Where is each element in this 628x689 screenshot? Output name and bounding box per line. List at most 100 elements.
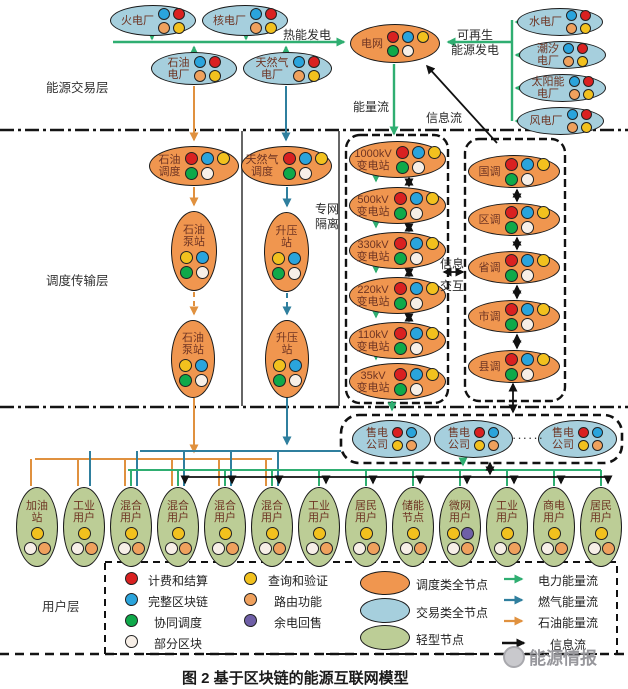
dot-query-icon xyxy=(272,358,286,372)
boost-2-line1: 升压 xyxy=(276,331,298,344)
legend-query-icon xyxy=(244,572,257,585)
dot-full-blockchain-icon xyxy=(520,302,534,316)
dot-partial-block-icon xyxy=(446,541,460,555)
plant-tidal-line2: 电厂 xyxy=(537,55,559,67)
dot-routing-icon xyxy=(272,541,286,555)
private-network-isolation-label: 专网 隔离 xyxy=(311,202,343,232)
plant-thermal: 火电厂 xyxy=(110,5,196,36)
user-node-mixed: 混合 用户 xyxy=(157,487,199,567)
dot-billing-icon xyxy=(173,7,185,20)
dot-routing-icon xyxy=(193,69,206,82)
plant-solar-label: 太阳能 电厂 xyxy=(532,76,565,100)
legend-routing-label: 路由功能 xyxy=(274,595,323,609)
dot-co-dispatch-icon xyxy=(393,382,407,396)
dot-co-dispatch-icon xyxy=(504,268,518,282)
dot-partial-block-icon xyxy=(587,541,601,555)
user-line1: 商电 xyxy=(543,499,565,512)
dot-full-blockchain-icon xyxy=(409,281,423,295)
dot-partial-block-icon xyxy=(520,172,534,186)
dot-routing-icon xyxy=(592,440,603,451)
legend-trade-node-label: 交易类全节点 xyxy=(416,606,489,620)
legend-billing-icon xyxy=(125,572,138,585)
dot-co-dispatch-icon xyxy=(393,251,407,265)
oil-pump-2-label: 石油 泵站 xyxy=(182,332,204,356)
dot-query-icon xyxy=(171,526,185,540)
dot-full-blockchain-icon xyxy=(488,427,499,438)
dot-query-icon xyxy=(216,152,230,165)
dot-query-icon xyxy=(425,281,439,295)
user-line2: 用户 xyxy=(496,511,518,524)
dispatch-center-county: 县调 xyxy=(468,350,560,383)
dot-query-icon xyxy=(536,352,550,366)
plant-tidal-line1: 潮汐 xyxy=(537,43,559,55)
substation-330kv: 330kV 变电站 xyxy=(349,232,446,269)
user-node-commercial: 商电 用户 xyxy=(533,487,575,567)
dot-partial-block-icon xyxy=(409,296,423,310)
dispatch-center-national: 国调 xyxy=(468,155,560,188)
boost-1-line2: 站 xyxy=(281,236,292,249)
dot-resale-icon xyxy=(460,526,474,540)
dot-billing-icon xyxy=(393,326,407,340)
dot-full-blockchain-icon xyxy=(592,427,603,438)
layer-label-trading: 能源交易层 xyxy=(46,81,109,95)
legend-full-blockchain-label: 完整区块链 xyxy=(148,595,209,609)
dot-billing-icon xyxy=(184,152,198,165)
dot-full-blockchain-icon xyxy=(409,236,423,250)
legend-gas-flow-label: 燃气能量流 xyxy=(538,595,599,609)
plant-solar-line2: 电厂 xyxy=(537,88,559,100)
dot-full-blockchain-icon xyxy=(158,7,170,20)
dot-routing-icon xyxy=(292,69,305,82)
legend-arrows xyxy=(502,574,526,648)
user-node-industrial: 工业 用户 xyxy=(486,487,528,567)
user-line2: 用户 xyxy=(449,511,471,524)
dot-query-icon xyxy=(272,251,285,265)
dot-query-icon xyxy=(425,236,439,250)
retailer-label: 售电 公司 xyxy=(552,427,574,451)
retailer-line2: 公司 xyxy=(448,439,470,451)
dot-partial-block-icon xyxy=(70,541,84,555)
dot-query-icon xyxy=(427,145,441,159)
boost-1-label: 升压站 xyxy=(276,225,298,249)
dot-partial-block-icon xyxy=(211,541,225,555)
substation-name: 变电站 xyxy=(356,205,390,218)
dot-partial-block-icon xyxy=(409,382,423,396)
dot-routing-icon xyxy=(84,541,98,555)
user-line1: 居民 xyxy=(590,499,612,512)
watermark-logo-icon xyxy=(503,645,525,668)
dot-billing-icon xyxy=(392,427,403,438)
dispatch-center-provincial: 省调 xyxy=(468,251,560,284)
layer-label-dispatch: 调度传输层 xyxy=(46,274,109,288)
dot-query-icon xyxy=(77,526,91,540)
user-label: 储能 节点 xyxy=(402,500,424,524)
retailer-ellipsis: ······ xyxy=(512,430,544,445)
power-grid-label: 电网 xyxy=(361,37,383,50)
dot-billing-icon xyxy=(504,302,518,316)
substation-110kv-label: 110kV 变电站 xyxy=(357,329,390,353)
dot-full-blockchain-icon xyxy=(193,55,206,68)
dot-full-blockchain-icon xyxy=(566,109,578,120)
plant-tidal: 潮汐 电厂 xyxy=(519,41,606,69)
oil-pump-1-line2: 泵站 xyxy=(183,235,205,248)
info-flow-label: 信息流 xyxy=(426,111,463,125)
gas-dispatch-node: 天然气 调度 xyxy=(241,146,332,186)
dot-co-dispatch-icon xyxy=(393,341,407,355)
dot-partial-block-icon xyxy=(195,265,209,279)
user-line1: 混合 xyxy=(167,499,189,512)
dot-query-icon xyxy=(536,205,550,219)
substation-kv: 1000kV xyxy=(354,147,392,160)
dot-full-blockchain-icon xyxy=(250,7,262,20)
dot-query-icon xyxy=(580,23,591,34)
dot-routing-icon xyxy=(158,21,170,34)
oil-dispatch-line1: 石油 xyxy=(158,154,181,166)
dot-partial-block-icon xyxy=(520,367,534,381)
user-line2: 站 xyxy=(31,511,43,524)
dot-partial-block-icon xyxy=(117,541,131,555)
dot-partial-block-icon xyxy=(258,541,272,555)
substation-name: 变电站 xyxy=(356,340,390,353)
substation-name: 变电站 xyxy=(356,295,390,308)
user-line1: 加油 xyxy=(26,499,48,512)
legend-resale-icon xyxy=(244,614,257,627)
user-node-storage: 储能 节点 xyxy=(392,487,434,567)
dot-billing-icon xyxy=(504,205,518,219)
